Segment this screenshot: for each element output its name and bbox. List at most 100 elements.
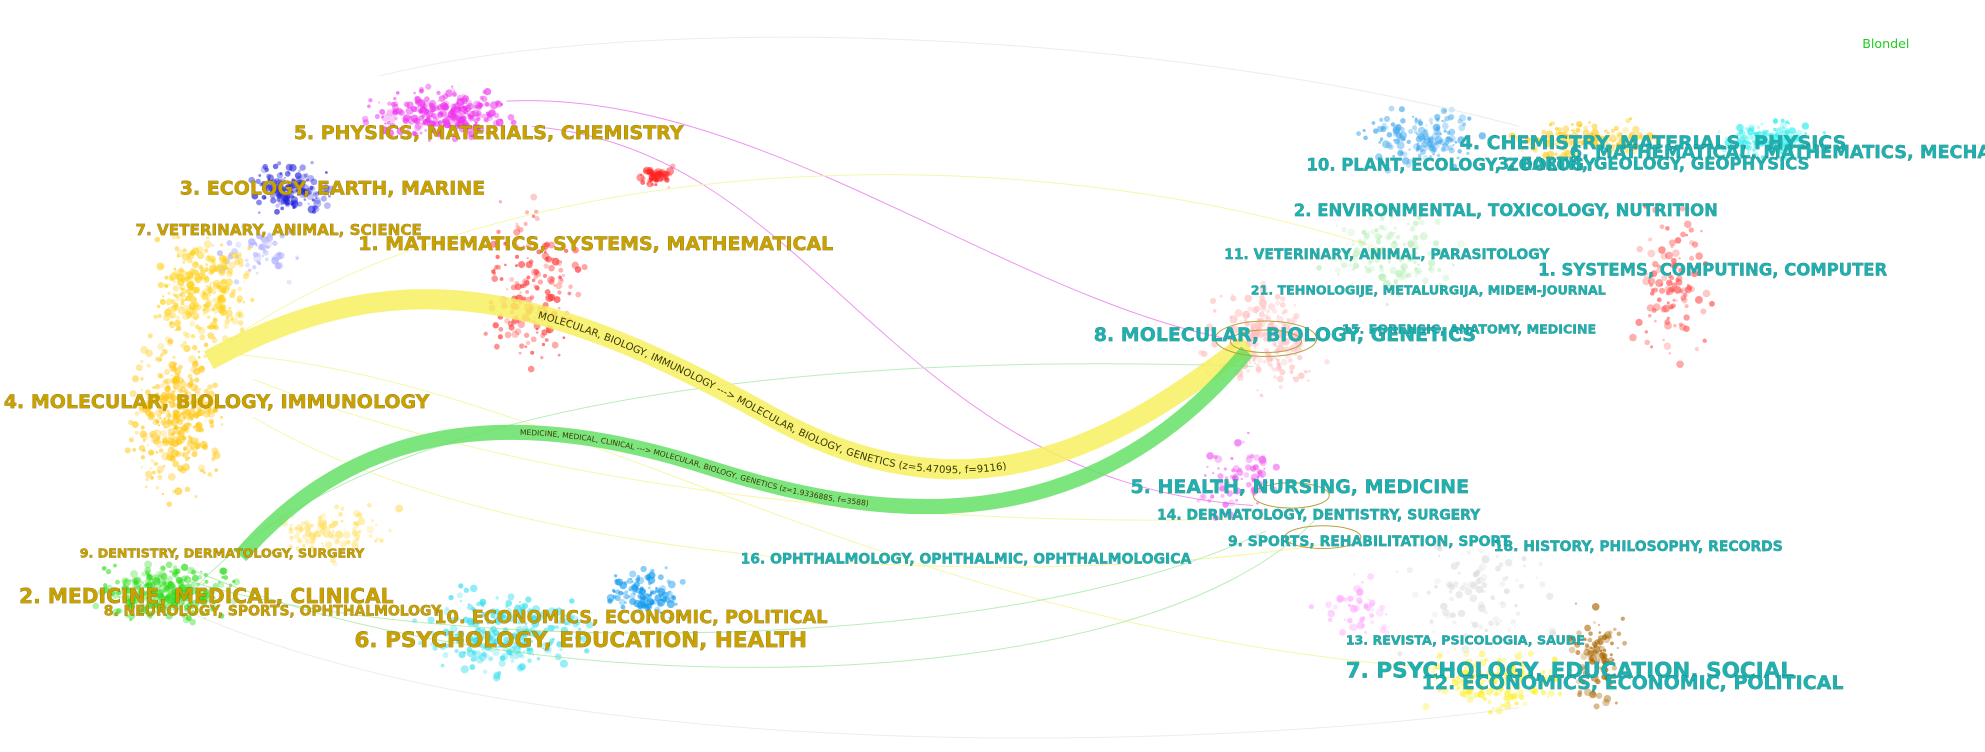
point: [508, 639, 514, 644]
point: [531, 616, 538, 622]
point: [147, 396, 154, 403]
point: [271, 183, 278, 190]
point: [208, 406, 212, 411]
point: [146, 393, 153, 400]
point: [1241, 440, 1245, 444]
point: [187, 449, 191, 454]
point: [256, 260, 260, 264]
point: [205, 235, 210, 240]
point: [648, 599, 655, 606]
point: [192, 387, 197, 392]
point: [517, 620, 523, 625]
point: [149, 600, 153, 605]
point: [1394, 138, 1400, 145]
point: [518, 663, 526, 671]
point: [566, 613, 575, 622]
point: [192, 307, 196, 311]
point: [570, 614, 579, 623]
point: [504, 317, 510, 324]
point: [154, 609, 160, 614]
point: [261, 255, 264, 258]
point: [1419, 232, 1428, 241]
point: [265, 234, 274, 242]
point: [500, 118, 503, 122]
point: [154, 409, 163, 417]
point: [261, 236, 270, 244]
point: [1370, 620, 1375, 625]
point: [352, 509, 361, 518]
point: [518, 646, 522, 650]
point: [295, 179, 304, 187]
point: [221, 290, 224, 294]
point: [410, 106, 418, 113]
point: [414, 124, 422, 132]
point: [531, 268, 539, 276]
point: [356, 523, 359, 527]
point: [1449, 612, 1456, 619]
point: [191, 599, 200, 608]
point: [155, 570, 162, 577]
point: [204, 276, 210, 282]
right-map-label: 16. OPHTHALMOLOGY, OPHTHALMIC, OPHTHALMO…: [741, 552, 1192, 568]
point: [476, 642, 479, 645]
point: [1369, 613, 1375, 618]
point: [555, 624, 560, 629]
point: [1425, 124, 1428, 127]
point: [628, 595, 631, 599]
point: [558, 267, 564, 273]
point: [1499, 619, 1502, 622]
point: [413, 131, 419, 137]
point: [492, 648, 500, 657]
point: [640, 602, 648, 609]
point: [1253, 454, 1260, 461]
point: [196, 251, 205, 260]
point: [1337, 273, 1340, 276]
point: [298, 526, 304, 532]
point: [297, 181, 306, 189]
point: [270, 187, 277, 194]
point: [276, 193, 283, 199]
right-map-label: 14. DERMATOLOGY, DENTISTRY, SURGERY: [1157, 507, 1481, 523]
point: [237, 320, 244, 326]
point: [209, 282, 212, 285]
point: [1231, 293, 1234, 296]
point: [544, 289, 551, 295]
point: [187, 373, 193, 379]
point: [491, 275, 499, 282]
point: [141, 581, 145, 585]
point: [169, 440, 175, 447]
point: [220, 567, 228, 575]
point: [255, 271, 259, 275]
point: [537, 279, 544, 285]
point: [536, 656, 541, 661]
point: [481, 611, 487, 618]
point: [1457, 571, 1461, 575]
point: [1415, 147, 1420, 152]
point: [1589, 646, 1593, 650]
point: [454, 616, 460, 621]
point: [212, 596, 216, 600]
point: [1297, 372, 1305, 380]
point: [321, 519, 327, 525]
point: [274, 187, 278, 191]
point: [351, 530, 359, 537]
point: [166, 298, 173, 305]
point: [231, 317, 239, 325]
point: [1700, 308, 1707, 315]
point: [1428, 266, 1433, 272]
point: [466, 617, 475, 625]
point: [614, 594, 621, 601]
point: [1644, 330, 1649, 334]
point: [189, 378, 193, 381]
point: [194, 442, 201, 450]
point: [1440, 602, 1448, 611]
point: [1671, 282, 1678, 289]
point: [200, 468, 204, 473]
point: [1209, 297, 1217, 304]
point: [1414, 274, 1418, 278]
point: [671, 595, 677, 601]
point: [355, 538, 360, 542]
point: [442, 652, 449, 659]
point: [522, 650, 526, 653]
point: [1263, 313, 1270, 320]
